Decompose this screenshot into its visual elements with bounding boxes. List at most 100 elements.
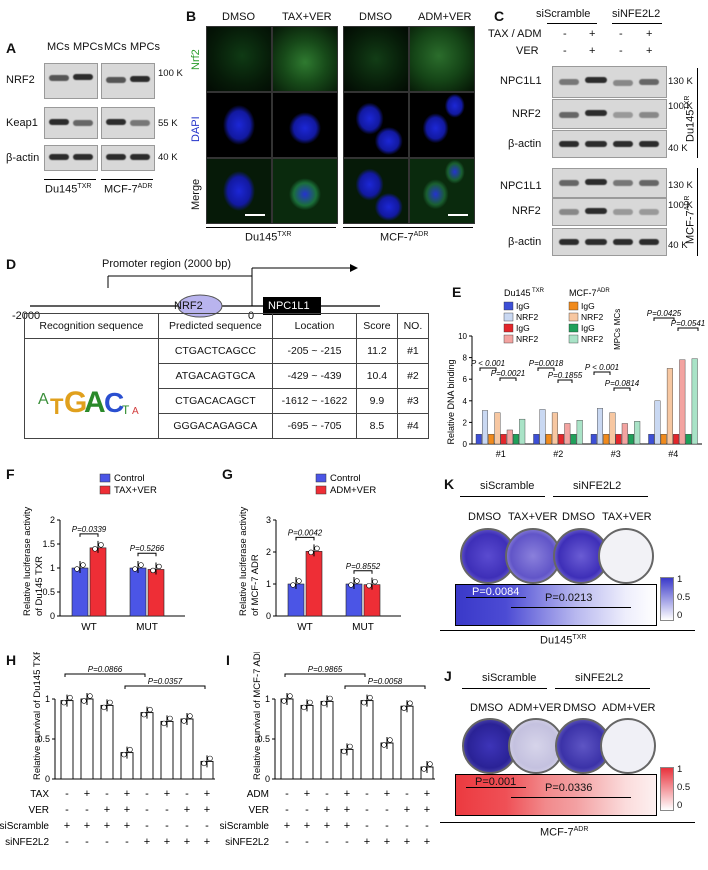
p-value: P=0.1855 [548,371,583,380]
scale-label: 0 [677,800,683,811]
p-value: P=0.0425 [647,309,682,318]
treatment-sign: - [165,820,169,832]
treatment-sign: - [325,836,329,848]
sign: - [563,45,567,57]
mw-marker: 55 K [158,118,178,129]
bar [400,705,414,780]
group-line [440,822,695,823]
significance-bracket [593,371,611,375]
legend-group: MPCs [613,328,622,350]
table-cell: -695 ~ -705 [272,413,357,439]
image-merge-admver [409,158,475,224]
data-point [401,705,407,711]
treatment-sign: + [424,788,430,800]
bar [679,359,686,445]
panel-label-k: K [444,476,455,492]
treatment-sign: - [325,788,329,800]
x-tick-label: WT [297,622,313,633]
table-header: Score [355,313,398,339]
data-point [187,713,193,719]
y-tick-label: 0.5 [42,587,55,597]
y-tick-label: 1 [45,694,50,704]
sign: + [646,45,653,57]
col-label: ADM+VER [418,11,472,23]
treatment-sign: - [185,820,189,832]
data-point [287,693,293,699]
mw-marker: 100 K [668,200,693,211]
y-axis-label: of Du145 TXR [34,556,45,616]
treatment-sign: + [184,804,190,816]
bar [140,712,154,780]
y-tick-label: 0 [45,774,50,784]
blot-actin-mcf [552,228,667,256]
treatment-sign: + [384,836,390,848]
p-value: P=0.0021 [491,369,525,378]
side-label: Du145TXR [684,95,697,142]
blot-nrf2-mcf [552,198,667,226]
legend-title-mcf: MCF-7 [569,288,597,298]
table-header: Predicted sequence [157,313,274,339]
treatment-sign: + [64,820,70,832]
treatment-sign: + [164,836,170,848]
treatment-sign: - [405,788,409,800]
row-label: NPC1L1 [500,75,542,87]
p-value: P=0.0357 [148,677,183,686]
p-value: P=0.0042 [288,528,323,537]
mw-marker: 40 K [668,143,688,154]
legend-label: ADM+VER [330,485,376,496]
col-label: DMSO [222,11,255,23]
tf-label: NRF2 [174,300,203,312]
p-value: P=0.0018 [529,359,564,368]
p-value: P=0.8552 [346,562,381,571]
row-label-nrf2: Nrf2 [190,49,202,70]
y-axis-label: Relative survival of MCF-7 ADR [252,652,263,780]
table-row: A T G A C T A CTGACTCAGCC -205 ~ -215 11… [24,338,430,439]
col-label: ADM+VER [508,702,562,714]
bar [539,409,546,445]
significance-bracket [557,379,573,383]
image-dapi-dmso-mcf [343,92,409,158]
tax-adm-label: TAX / ADM [488,28,542,40]
header-line [462,688,547,689]
treatment-sign: - [285,836,289,848]
table-cell: 10.4 [355,363,398,389]
mw-marker: 40 K [158,152,178,163]
lane-label: MPCs [130,41,160,53]
legend-swatch [568,312,579,322]
sequence-logo: A T G A C T A [24,338,159,439]
lane-label: MCs [47,41,70,53]
data-point [61,699,67,706]
svg-text:A: A [132,406,139,417]
treatment-sign: - [425,820,429,832]
legend-label: Control [330,473,361,484]
treatment-sign: + [84,788,90,800]
image-nrf2-taxver [272,26,338,92]
bar [621,423,628,445]
bar [609,412,616,445]
legend-label: TAX+VER [114,485,157,496]
treatment-sign: + [324,804,330,816]
treatment-sign: - [285,788,289,800]
recognition-table: Recognition sequence Predicted sequence … [24,313,430,439]
mw-marker: 40 K [668,240,688,251]
col-label: ADM+VER [602,702,656,714]
header-line [553,496,648,497]
legend-swatch [503,312,514,322]
legend-label: NRF2 [581,334,603,344]
table-cell: -429 ~ -439 [272,363,357,389]
table-cell: CTGACACAGCT [157,388,274,414]
group-label: Du145TXR [45,183,92,196]
data-point [381,742,387,748]
mw-marker: 100 K [158,68,183,79]
significance-bracket [353,570,373,574]
row-label-dapi: DAPI [190,116,202,142]
panel-label-h: H [6,652,17,668]
y-tick-label: 8 [463,354,468,363]
treatment-sign: + [144,836,150,848]
blot-actin-mcf [101,145,155,171]
bar [60,700,74,780]
bar [475,434,482,445]
bar [300,704,314,780]
p-value: P=0.0339 [72,525,107,534]
